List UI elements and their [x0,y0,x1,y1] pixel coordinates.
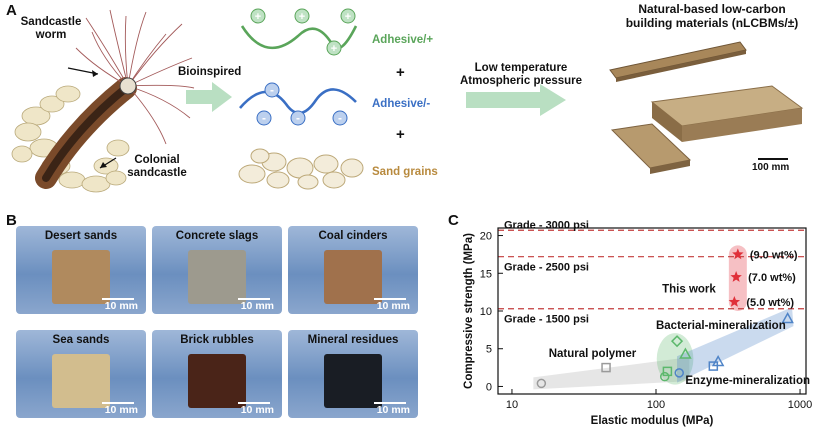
bioinspired-arrow-icon [186,82,232,112]
sample-photo-6: Mineral residues 10 mm [288,330,418,418]
scale-bar [374,298,406,300]
grade-label: Grade - 3000 psi [504,219,589,231]
y-tick-label: 5 [486,344,492,356]
sample-cube [52,250,110,304]
sample-name: Sea sands [52,334,110,346]
svg-text:-: - [270,83,274,97]
y-tick-label: 20 [480,231,492,243]
panel-a-letter: A [6,2,17,19]
panel-c-letter: C [448,212,459,229]
product-title: Natural-based low-carbon building materia… [625,2,799,30]
scale-bar [102,402,134,404]
sandcastle-worm-illustration [11,9,195,193]
data-point [659,371,670,382]
negative-adhesive-icon: -- - - [239,82,357,126]
data-point [662,366,673,377]
this-work-point-label: (9.0 wt%) [750,249,798,261]
x-tick-label: 10 [506,399,518,411]
sample-photo-1: Desert sands 10 mm [16,226,146,314]
sample-name: Concrete slags [175,230,259,242]
sample-name: Desert sands [44,230,118,242]
scale-bar [238,402,270,404]
sample-name: Brick rubbles [180,334,254,346]
y-tick-label: 10 [480,306,492,318]
bacterial-mineralization-region [656,333,694,385]
data-point [536,378,547,389]
data-point [670,335,684,348]
scale-bar [374,402,406,404]
this-work-point-label: (5.0 wt%) [746,297,794,309]
sample-cube [188,250,246,304]
this-work-star [730,271,742,282]
sample-name: Mineral residues [307,334,399,346]
data-point [708,361,719,371]
grade-label: Grade - 1500 psi [504,314,589,326]
data-point [601,362,611,373]
positive-adhesive-icon: + + + + [240,8,358,56]
scale-label: 10 mm [240,404,274,416]
sample-photo-3: Coal cinders 10 mm [288,226,418,314]
sample-cube [324,354,382,408]
scale-bar [238,298,270,300]
panel-b-letter: B [6,212,17,229]
enzyme-mineralization-label: Enzyme-mineralization [685,375,810,387]
y-tick-label: 15 [480,268,492,280]
sample-photo-2: Concrete slags 10 mm [152,226,282,314]
plus-sign-2: + [396,126,405,143]
scale-bar [102,298,134,300]
process-conditions-label: Low temperature Atmospheric pressure [459,62,583,87]
this-work-star [728,295,741,307]
worm-label: Sandcastle worm [20,16,82,41]
sample-cube [52,354,110,408]
natural-polymer-region [533,357,690,390]
data-point [679,347,692,359]
this-work-point-label: (7.0 wt%) [748,272,796,284]
colonial-sandcastle-label: Colonial sandcastle [127,154,187,179]
sample-name: Coal cinders [318,230,388,242]
sand-grains-label: Sand grains [372,166,438,178]
process-arrow-icon [466,84,566,116]
svg-text:+: + [299,11,305,23]
bioinspired-label: Bioinspired [178,66,242,78]
scale-bar-a [758,158,788,160]
svg-text:+: + [255,11,261,23]
sample-cube [188,354,246,408]
scale-label: 10 mm [376,404,410,416]
svg-text:+: + [345,11,351,23]
scale-label: 10 mm [104,300,138,312]
scale-label: 10 mm [104,404,138,416]
y-tick-label: 0 [486,381,492,393]
adhesive-negative-label: Adhesive/- [372,98,431,110]
data-point [674,368,684,378]
strength-vs-modulus-chart: Grade - 3000 psi Grade - 2500 psi Grade - … [463,219,812,427]
enzyme-mineralization-region [677,307,794,383]
svg-text:-: - [338,111,342,125]
svg-text:-: - [296,111,300,125]
this-work-label: This work [662,283,716,295]
data-point [781,312,794,324]
grade-label: Grade - 2500 psi [504,262,589,274]
sample-photo-5: Brick rubbles 10 mm [152,330,282,418]
sand-grains-icon [238,148,364,190]
x-axis-label: Elastic modulus (MPa) [591,415,714,427]
bacterial-mineralization-label: Bacterial-mineralization [656,320,786,332]
x-tick-label: 100 [647,399,665,411]
adhesive-positive-label: Adhesive/+ [372,34,434,46]
scale-label: 10 mm [376,300,410,312]
sample-photo-4: Sea sands 10 mm [16,330,146,418]
nlcbm-product-photos [609,41,804,174]
plus-sign-1: + [396,64,405,81]
data-point [711,355,725,367]
this-work-star [732,248,744,260]
scale-label-a: 100 mm [752,162,790,173]
svg-text:+: + [331,43,337,55]
sample-cube [324,250,382,304]
natural-polymer-label: Natural polymer [549,348,637,360]
x-tick-label: 1000 [788,399,812,411]
scale-label: 10 mm [240,300,274,312]
svg-text:-: - [262,111,266,125]
y-axis-label: Compressive strength (MPa) [463,233,475,389]
